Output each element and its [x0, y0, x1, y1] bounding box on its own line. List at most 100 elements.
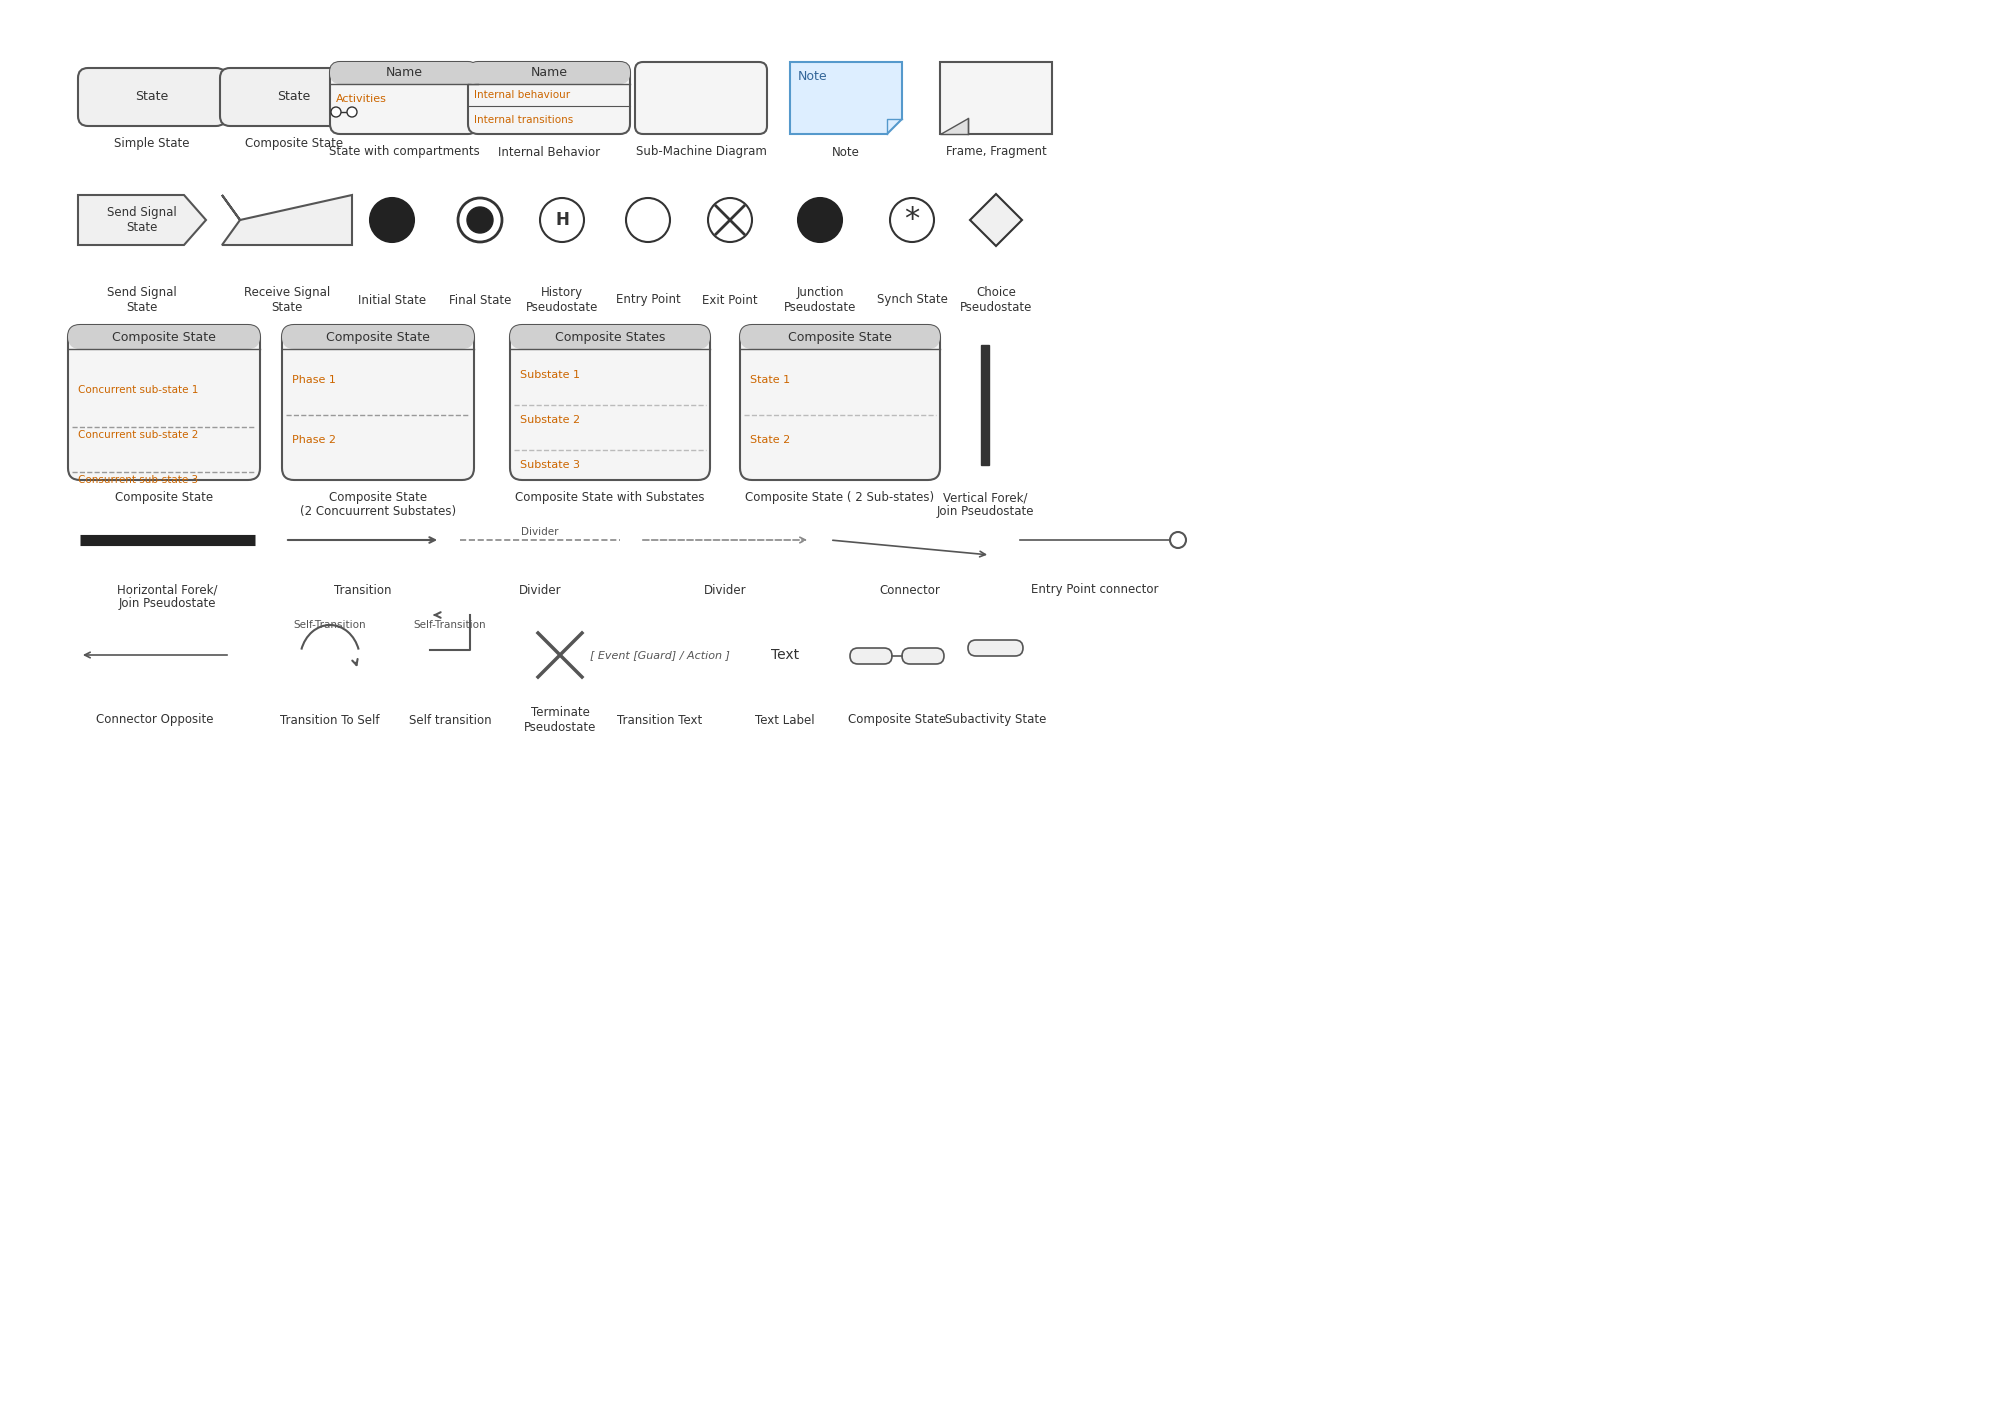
- Text: Receive Signal
State: Receive Signal State: [244, 286, 330, 314]
- Text: Final State: Final State: [448, 293, 511, 307]
- Text: Concurrent sub-state 2: Concurrent sub-state 2: [78, 429, 198, 439]
- Circle shape: [370, 199, 414, 242]
- Text: State with compartments: State with compartments: [328, 145, 478, 159]
- Text: Entry Point: Entry Point: [617, 293, 681, 307]
- Text: Internal behaviour: Internal behaviour: [474, 90, 571, 100]
- Text: Self transition: Self transition: [408, 714, 490, 727]
- Text: Self-Transition: Self-Transition: [414, 620, 486, 629]
- Text: Sub-Machine Diagram: Sub-Machine Diagram: [635, 145, 767, 159]
- Text: Phase 1: Phase 1: [292, 375, 336, 384]
- Text: State: State: [136, 90, 168, 104]
- Text: Internal Behavior: Internal Behavior: [498, 145, 601, 159]
- Text: Synch State: Synch State: [877, 293, 947, 307]
- Text: H: H: [555, 211, 569, 230]
- Text: Connector Opposite: Connector Opposite: [96, 714, 214, 727]
- Text: Internal transitions: Internal transitions: [474, 115, 573, 125]
- FancyBboxPatch shape: [78, 68, 226, 125]
- Text: Composite State with Substates: Composite State with Substates: [515, 491, 705, 504]
- Text: Initial State: Initial State: [358, 293, 426, 307]
- Text: Junction
Pseudostate: Junction Pseudostate: [785, 286, 857, 314]
- Text: Composite States: Composite States: [555, 331, 665, 344]
- Text: State 1: State 1: [751, 375, 791, 384]
- Text: Concurrent sub-state 1: Concurrent sub-state 1: [78, 384, 198, 396]
- Circle shape: [466, 207, 492, 232]
- Text: Divider: Divider: [519, 583, 561, 597]
- FancyBboxPatch shape: [741, 325, 941, 480]
- Text: Simple State: Simple State: [114, 138, 190, 151]
- Circle shape: [346, 107, 356, 117]
- Text: [ Event [Guard] / Action ]: [ Event [Guard] / Action ]: [591, 650, 731, 660]
- FancyBboxPatch shape: [282, 325, 474, 349]
- Text: Composite State: Composite State: [328, 491, 426, 504]
- Text: Name: Name: [386, 66, 422, 79]
- Text: Exit Point: Exit Point: [703, 293, 759, 307]
- Text: Frame, Fragment: Frame, Fragment: [945, 145, 1047, 159]
- Text: Composite State: Composite State: [244, 138, 342, 151]
- Text: Text Label: Text Label: [755, 714, 815, 727]
- Text: Transition: Transition: [334, 583, 390, 597]
- Text: Name: Name: [531, 66, 567, 79]
- Text: Divider: Divider: [521, 527, 559, 536]
- Circle shape: [799, 199, 843, 242]
- FancyBboxPatch shape: [330, 62, 478, 134]
- Text: Horizontal Forek/: Horizontal Forek/: [118, 583, 218, 597]
- Text: *: *: [905, 206, 919, 235]
- Text: Entry Point connector: Entry Point connector: [1031, 583, 1159, 597]
- FancyBboxPatch shape: [220, 68, 368, 125]
- Text: Composite State: Composite State: [114, 491, 212, 504]
- Text: Substate 3: Substate 3: [521, 460, 581, 470]
- FancyBboxPatch shape: [68, 325, 260, 480]
- Text: Send Signal
State: Send Signal State: [108, 206, 176, 234]
- Circle shape: [709, 199, 753, 242]
- Text: Substate 2: Substate 2: [521, 415, 581, 425]
- Text: Text: Text: [771, 648, 799, 662]
- FancyBboxPatch shape: [969, 641, 1023, 656]
- Text: Choice
Pseudostate: Choice Pseudostate: [959, 286, 1033, 314]
- Circle shape: [330, 107, 340, 117]
- Polygon shape: [791, 62, 903, 134]
- Text: History
Pseudostate: History Pseudostate: [527, 286, 599, 314]
- Text: Composite State: Composite State: [789, 331, 893, 344]
- Text: Send Signal
State: Send Signal State: [108, 286, 176, 314]
- FancyBboxPatch shape: [851, 648, 893, 665]
- Polygon shape: [941, 118, 969, 134]
- Text: Subactivity State: Subactivity State: [945, 714, 1047, 727]
- Text: State 2: State 2: [751, 435, 791, 445]
- Text: Vertical Forek/: Vertical Forek/: [943, 491, 1027, 504]
- Text: Phase 2: Phase 2: [292, 435, 336, 445]
- Circle shape: [458, 199, 503, 242]
- Text: Self-Transition: Self-Transition: [294, 620, 366, 629]
- Text: Composite State: Composite State: [326, 331, 430, 344]
- Text: Composite State: Composite State: [112, 331, 216, 344]
- Polygon shape: [222, 194, 352, 245]
- FancyBboxPatch shape: [511, 325, 711, 480]
- Circle shape: [891, 199, 935, 242]
- Text: Join Pseudostate: Join Pseudostate: [118, 597, 216, 611]
- Text: Divider: Divider: [703, 583, 747, 597]
- FancyBboxPatch shape: [468, 62, 631, 134]
- Text: Composite State ( 2 Sub-states): Composite State ( 2 Sub-states): [745, 491, 935, 504]
- FancyBboxPatch shape: [741, 325, 941, 349]
- FancyBboxPatch shape: [68, 325, 260, 349]
- Text: Composite State: Composite State: [849, 714, 947, 727]
- Text: Substate 1: Substate 1: [521, 370, 581, 380]
- Circle shape: [1169, 532, 1185, 548]
- Text: Transition Text: Transition Text: [617, 714, 703, 727]
- Polygon shape: [971, 194, 1021, 246]
- Text: State: State: [278, 90, 310, 104]
- FancyBboxPatch shape: [468, 62, 631, 84]
- Text: Note: Note: [799, 69, 827, 83]
- Circle shape: [627, 199, 671, 242]
- FancyBboxPatch shape: [282, 325, 474, 480]
- Polygon shape: [78, 194, 206, 245]
- Text: Transition To Self: Transition To Self: [280, 714, 380, 727]
- Bar: [941, 62, 1051, 134]
- Bar: [981, 345, 989, 465]
- Text: Note: Note: [833, 145, 861, 159]
- Text: Connector: Connector: [879, 583, 941, 597]
- Circle shape: [541, 199, 585, 242]
- Text: Terminate
Pseudostate: Terminate Pseudostate: [525, 705, 597, 734]
- FancyBboxPatch shape: [330, 62, 478, 84]
- FancyBboxPatch shape: [903, 648, 945, 665]
- Text: Join Pseudostate: Join Pseudostate: [937, 505, 1033, 518]
